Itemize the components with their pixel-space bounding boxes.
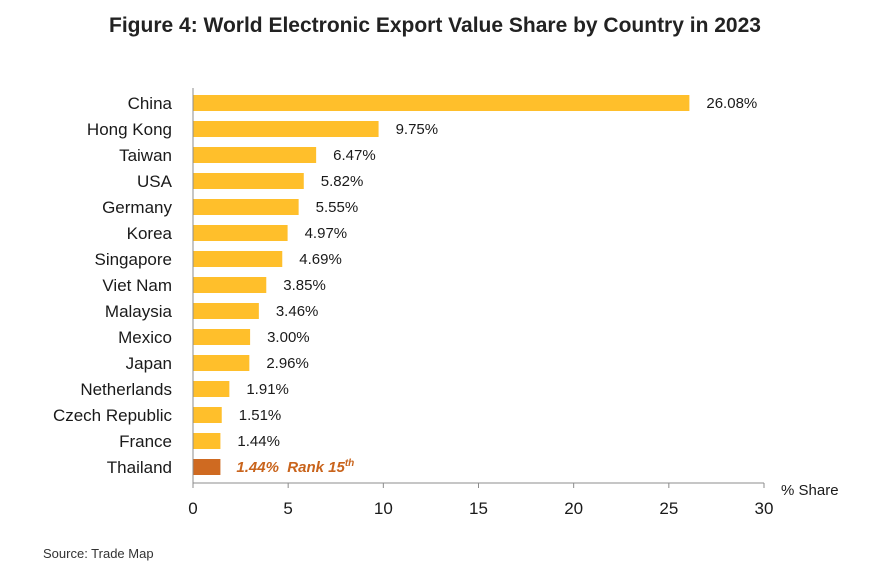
value-label-malaysia: 3.46%	[276, 303, 319, 320]
category-label-china: China	[128, 94, 173, 113]
x-tick-label-15: 15	[469, 499, 488, 518]
value-label-france: 1.44%	[237, 433, 280, 450]
value-label-mexico: 3.00%	[267, 329, 310, 346]
value-label-czech-republic: 1.51%	[239, 407, 282, 424]
x-axis-label: % Share	[781, 482, 839, 499]
x-tick-label-30: 30	[755, 499, 774, 518]
bar-singapore	[193, 251, 283, 267]
x-tick-label-20: 20	[564, 499, 583, 518]
chart-title: Figure 4: World Electronic Export Value …	[109, 14, 761, 37]
bar-netherlands	[193, 381, 230, 397]
bar-france	[193, 433, 221, 449]
value-label-china: 26.08%	[706, 95, 757, 112]
value-label-japan: 2.96%	[266, 355, 309, 372]
category-label-germany: Germany	[102, 198, 172, 217]
axes-group: 0 5 10 15 20 25 30 % Share	[188, 88, 839, 518]
bar-germany	[193, 199, 299, 215]
bar-mexico	[193, 329, 251, 345]
bars-group	[193, 95, 690, 475]
value-labels-group: 26.08% 9.75% 6.47% 5.82% 5.55% 4.97% 4.69% 3.85…	[236, 95, 757, 476]
category-label-singapore: Singapore	[94, 250, 172, 269]
category-label-taiwan: Taiwan	[119, 146, 172, 165]
category-labels-group: China Hong Kong Taiwan USA Germany Korea Singa…	[53, 94, 173, 477]
x-tick-label-5: 5	[283, 499, 292, 518]
value-label-hong-kong: 9.75%	[396, 121, 439, 138]
bar-japan	[193, 355, 250, 371]
x-tick-label-25: 25	[659, 499, 678, 518]
value-label-thailand: 1.44% Rank 15th	[236, 458, 354, 476]
bar-korea	[193, 225, 288, 241]
category-label-netherlands: Netherlands	[80, 380, 172, 399]
bar-usa	[193, 173, 304, 189]
bar-chart: China Hong Kong Taiwan USA Germany Korea Singa…	[53, 88, 839, 518]
value-label-taiwan: 6.47%	[333, 147, 376, 164]
category-label-france: France	[119, 432, 172, 451]
bar-czech-republic	[193, 407, 222, 423]
category-label-japan: Japan	[126, 354, 172, 373]
category-label-korea: Korea	[127, 224, 173, 243]
value-label-usa: 5.82%	[321, 173, 364, 190]
category-label-mexico: Mexico	[118, 328, 172, 347]
bar-thailand	[193, 459, 221, 475]
x-tick-label-0: 0	[188, 499, 197, 518]
x-tick-label-10: 10	[374, 499, 393, 518]
value-label-korea: 4.97%	[305, 225, 348, 242]
value-label-netherlands: 1.91%	[246, 381, 289, 398]
bar-hong-kong	[193, 121, 379, 137]
value-label-viet-nam: 3.85%	[283, 277, 326, 294]
category-label-viet-nam: Viet Nam	[102, 276, 172, 295]
category-label-czech-republic: Czech Republic	[53, 406, 173, 425]
category-label-usa: USA	[137, 172, 173, 191]
category-label-thailand: Thailand	[107, 458, 172, 477]
source-note: Source: Trade Map	[43, 546, 154, 561]
bar-taiwan	[193, 147, 317, 163]
category-label-hong-kong: Hong Kong	[87, 120, 172, 139]
value-label-singapore: 4.69%	[299, 251, 342, 268]
bar-china	[193, 95, 690, 111]
bar-malaysia	[193, 303, 259, 319]
value-label-germany: 5.55%	[316, 199, 359, 216]
category-label-malaysia: Malaysia	[105, 302, 173, 321]
bar-viet-nam	[193, 277, 267, 293]
